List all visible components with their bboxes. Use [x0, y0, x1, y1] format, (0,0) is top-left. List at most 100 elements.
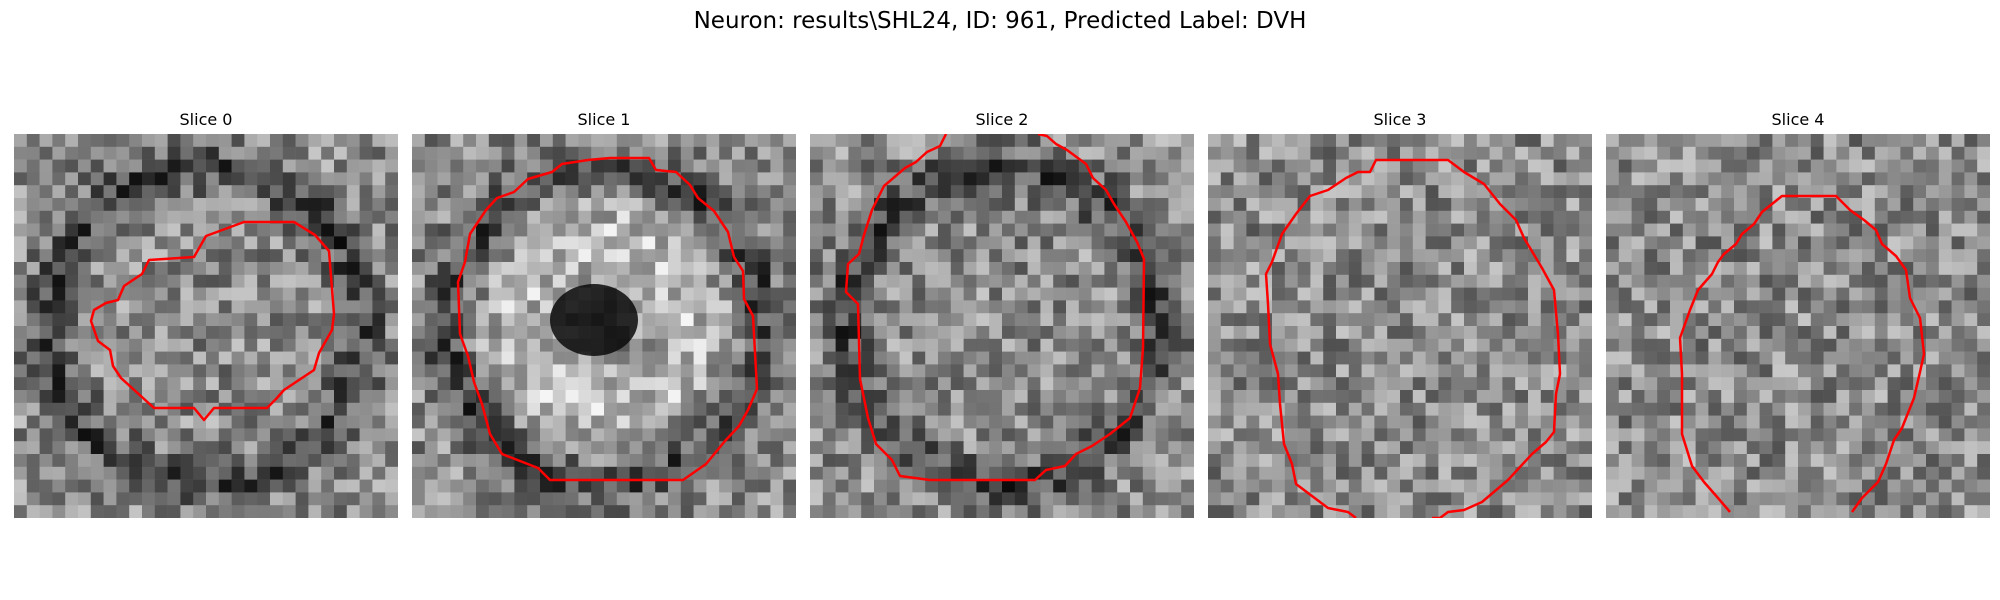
pixel — [1400, 159, 1414, 173]
pixel — [424, 313, 438, 327]
pixel — [925, 249, 939, 263]
pixel — [835, 479, 849, 493]
pixel — [450, 236, 464, 250]
pixel — [1695, 313, 1709, 327]
pixel — [1220, 262, 1234, 276]
pixel — [783, 364, 796, 378]
pixel — [334, 364, 348, 378]
pixel — [295, 223, 309, 237]
pixel — [1874, 172, 1888, 186]
pixel — [1759, 159, 1773, 173]
pixel — [1900, 479, 1914, 493]
pixel — [103, 441, 117, 455]
pixel — [1540, 287, 1554, 301]
pixel — [1977, 159, 1990, 173]
pixel — [822, 249, 836, 263]
pixel — [899, 390, 913, 404]
pixel — [463, 172, 477, 186]
pixel — [1695, 377, 1709, 391]
pixel — [501, 262, 515, 276]
pixel — [1259, 364, 1273, 378]
pixel — [1284, 185, 1298, 199]
pixel — [1142, 454, 1156, 468]
pixel — [1233, 185, 1247, 199]
pixel — [1002, 415, 1016, 429]
pixel — [206, 364, 220, 378]
pixel — [52, 223, 66, 237]
pixel — [1233, 249, 1247, 263]
segmentation-contour-3 — [1264, 158, 1562, 518]
pixel — [770, 159, 784, 173]
pixel — [206, 185, 220, 199]
pixel — [1644, 402, 1658, 416]
pixel — [1130, 415, 1144, 429]
pixel — [78, 479, 92, 493]
pixel — [39, 134, 53, 148]
pixel — [372, 351, 386, 365]
pixel — [1862, 249, 1876, 263]
pixel — [1066, 351, 1080, 365]
pixel — [578, 236, 592, 250]
pixel — [1142, 172, 1156, 186]
pixel — [463, 159, 477, 173]
pixel — [1721, 159, 1735, 173]
pixel — [1618, 454, 1632, 468]
pixel — [1849, 210, 1863, 224]
pixel — [1438, 441, 1452, 455]
pixel — [39, 236, 53, 250]
pixel — [244, 492, 258, 506]
pixel — [950, 351, 964, 365]
pixel — [424, 274, 438, 288]
pixel — [527, 466, 541, 480]
pixel — [1926, 172, 1940, 186]
pixel — [938, 402, 952, 416]
pixel — [1515, 364, 1529, 378]
pixel — [346, 338, 360, 352]
pixel — [1438, 172, 1452, 186]
pixel — [1336, 134, 1350, 148]
pixel — [616, 428, 630, 442]
pixel — [1233, 466, 1247, 480]
pixel — [1951, 287, 1965, 301]
pixel — [616, 351, 630, 365]
pixel — [1823, 441, 1837, 455]
pixel — [1606, 505, 1620, 518]
pixel — [270, 415, 284, 429]
pixel — [1130, 159, 1144, 173]
pixel — [424, 249, 438, 263]
pixel — [1515, 159, 1529, 173]
pixel — [1938, 377, 1952, 391]
pixel — [783, 262, 796, 276]
pixel — [732, 198, 746, 212]
pixel — [757, 454, 771, 468]
pixel — [1425, 313, 1439, 327]
pixel — [1438, 134, 1452, 148]
pixel — [668, 185, 682, 199]
pixel — [1977, 172, 1990, 186]
pixel — [1566, 172, 1580, 186]
pixel — [1708, 236, 1722, 250]
pixel — [1220, 313, 1234, 327]
pixel — [180, 492, 194, 506]
pixel — [501, 210, 515, 224]
pixel — [1836, 287, 1850, 301]
pixel — [874, 454, 888, 468]
pixel — [629, 198, 643, 212]
pixel — [719, 159, 733, 173]
pixel — [450, 390, 464, 404]
pixel — [167, 313, 181, 327]
pixel — [732, 492, 746, 506]
pixel — [899, 210, 913, 224]
pixel — [1540, 338, 1554, 352]
pixel — [1540, 313, 1554, 327]
pixel — [1233, 134, 1247, 148]
pixel — [1014, 390, 1028, 404]
pixel — [154, 351, 168, 365]
pixel — [1708, 159, 1722, 173]
pixel — [1040, 159, 1054, 173]
pixel — [642, 172, 656, 186]
pixel — [822, 198, 836, 212]
pixel — [925, 492, 939, 506]
pixel — [1606, 134, 1620, 148]
pixel — [321, 185, 335, 199]
